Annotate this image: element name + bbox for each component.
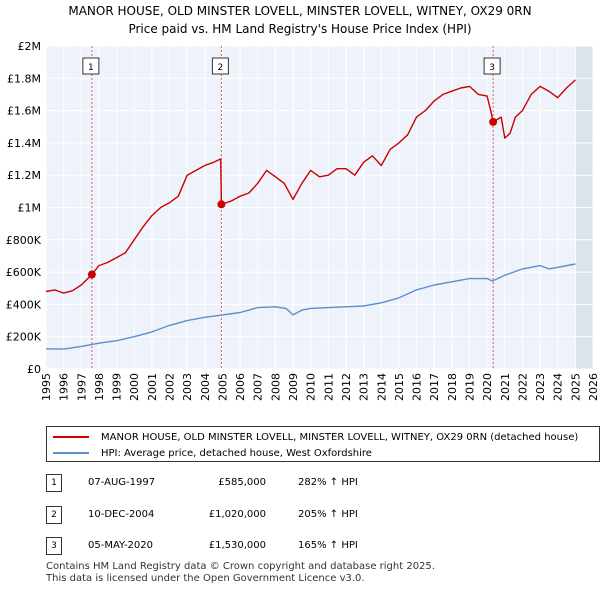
x-tick-label: 2020 xyxy=(481,373,494,401)
sale-label-number: 3 xyxy=(489,63,495,73)
sale-hpi-change: 205% ↑ HPI xyxy=(298,509,358,520)
x-tick-label: 2010 xyxy=(305,373,318,401)
x-tick-label: 2024 xyxy=(552,373,565,401)
x-tick-label: 2015 xyxy=(393,373,406,401)
y-tick-label: £0 xyxy=(27,363,41,376)
x-tick-label: 1996 xyxy=(58,373,71,401)
x-tick-label: 1995 xyxy=(40,373,53,401)
sale-number-badge: 2 xyxy=(46,506,62,524)
sale-number-badge: 1 xyxy=(46,474,62,492)
x-tick-label: 2012 xyxy=(340,373,353,401)
x-tick-label: 1997 xyxy=(75,373,88,401)
hpi-line xyxy=(45,263,576,350)
x-tick-label: 2026 xyxy=(587,373,600,401)
footer-license: This data is licensed under the Open Gov… xyxy=(46,573,365,584)
x-tick-label: 2013 xyxy=(358,373,371,401)
sale-label-box xyxy=(82,57,100,75)
footer: Contains HM Land Registry data © Crown c… xyxy=(46,561,435,585)
x-tick-label: 2017 xyxy=(428,373,441,401)
sale-price: £1,020,000 xyxy=(208,509,266,520)
sale-row: 3 05-MAY-2020 £1,530,000 165% ↑ HPI xyxy=(46,537,446,559)
legend-swatch-hpi xyxy=(53,452,89,454)
sale-row: 1 07-AUG-1997 £585,000 282% ↑ HPI xyxy=(46,474,446,496)
x-tick-label: 2008 xyxy=(269,373,282,401)
x-tick-label: 2003 xyxy=(181,373,194,401)
x-tick-label: 1998 xyxy=(93,373,106,401)
x-tick-label: 2021 xyxy=(499,373,512,401)
y-tick-label: £400K xyxy=(6,298,42,311)
legend-label-property: MANOR HOUSE, OLD MINSTER LOVELL, MINSTER… xyxy=(101,431,579,443)
sale-hpi-change: 165% ↑ HPI xyxy=(298,540,358,551)
chart-title: MANOR HOUSE, OLD MINSTER LOVELL, MINSTER… xyxy=(0,2,600,38)
y-tick-label: £1.2M xyxy=(7,169,41,182)
sale-price: £585,000 xyxy=(218,477,266,488)
chart-title-text: MANOR HOUSE, OLD MINSTER LOVELL, MINSTER… xyxy=(68,4,532,18)
x-tick-label: 2011 xyxy=(322,373,335,401)
y-tick-label: £800K xyxy=(6,234,42,247)
x-tick-label: 2009 xyxy=(287,373,300,401)
x-tick-label: 2002 xyxy=(164,373,177,401)
y-tick-label: £1.6M xyxy=(7,105,41,118)
y-tick-label: £1.4M xyxy=(7,137,41,150)
x-tick-label: 2007 xyxy=(252,373,265,401)
x-tick-label: 2022 xyxy=(516,373,529,401)
legend-entry-property: MANOR HOUSE, OLD MINSTER LOVELL, MINSTER… xyxy=(53,429,578,445)
x-tick-label: 1999 xyxy=(111,373,124,401)
sale-label-number: 1 xyxy=(88,63,94,73)
sale-price: £1,530,000 xyxy=(208,540,266,551)
y-tick-label: £600K xyxy=(6,266,42,279)
sale-number-badge: 3 xyxy=(46,537,62,555)
legend-label-hpi: HPI: Average price, detached house, West… xyxy=(101,447,372,459)
sale-label-box xyxy=(211,57,229,75)
sale-label-box xyxy=(483,57,501,75)
sale-row: 2 10-DEC-2004 £1,020,000 205% ↑ HPI xyxy=(46,506,446,528)
sale-label-number: 2 xyxy=(218,63,224,73)
chart-plot: £0 £200K £400K £600K £800K £1M £1.2M £1.4M £1.6M… xyxy=(6,40,600,401)
y-tick-label: £1.8M xyxy=(7,72,41,85)
x-tick-label: 2019 xyxy=(463,373,476,401)
sale-date: 05-MAY-2020 xyxy=(88,540,154,551)
chart-subtitle: Price paid vs. HM Land Registry's House … xyxy=(128,22,472,36)
sale-point xyxy=(87,270,96,279)
sale-point xyxy=(489,117,498,126)
x-tick-label: 2000 xyxy=(128,373,141,401)
y-tick-label: £200K xyxy=(6,331,42,344)
x-tick-label: 2023 xyxy=(534,373,547,401)
y-tick-label: £1M xyxy=(18,202,42,215)
x-tick-label: 2004 xyxy=(199,373,212,401)
x-tick-label: 2001 xyxy=(146,373,159,401)
x-tick-label: 2005 xyxy=(216,373,229,401)
sale-date: 10-DEC-2004 xyxy=(88,509,155,520)
x-tick-label: 2014 xyxy=(375,373,388,401)
sale-hpi-change: 282% ↑ HPI xyxy=(298,477,358,488)
legend: MANOR HOUSE, OLD MINSTER LOVELL, MINSTER… xyxy=(46,426,600,462)
sale-date: 07-AUG-1997 xyxy=(88,477,156,488)
x-tick-label: 2016 xyxy=(411,373,424,401)
footer-copyright: Contains HM Land Registry data © Crown c… xyxy=(46,561,435,572)
sale-point xyxy=(217,200,226,209)
x-tick-label: 2025 xyxy=(569,373,582,401)
x-tick-label: 2006 xyxy=(234,373,247,401)
y-tick-label: £2M xyxy=(18,40,42,53)
legend-swatch-property xyxy=(53,436,89,438)
legend-entry-hpi: HPI: Average price, detached house, West… xyxy=(53,445,372,461)
x-tick-label: 2018 xyxy=(446,373,459,401)
